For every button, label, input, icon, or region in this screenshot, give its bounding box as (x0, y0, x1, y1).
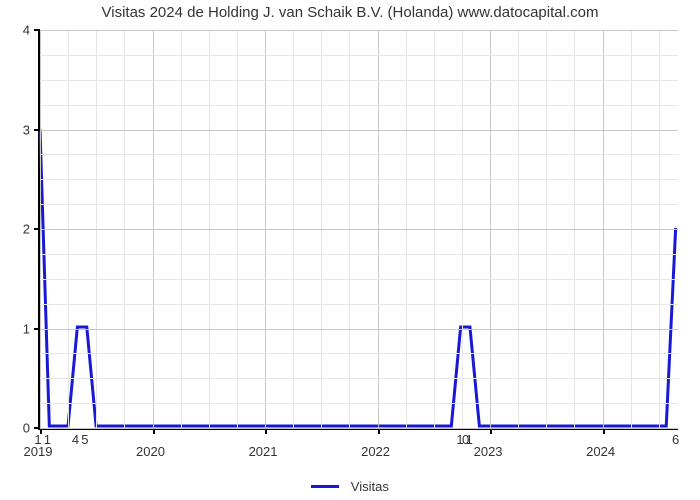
data-point-label: 1 (466, 432, 473, 447)
y-tick-mark (34, 29, 40, 31)
data-point-label: 6 (672, 432, 679, 447)
x-tick-label: 2020 (136, 444, 165, 459)
y-tick-label: 0 (0, 421, 30, 436)
gridline-h-minor (40, 279, 678, 280)
data-point-label: 1 (34, 432, 41, 447)
x-tick-label: 2023 (474, 444, 503, 459)
x-tick-label: 2024 (586, 444, 615, 459)
gridline-h-minor (40, 105, 678, 106)
y-tick-label: 2 (0, 222, 30, 237)
gridline-h-minor (40, 378, 678, 379)
x-tick-label: 2022 (361, 444, 390, 459)
gridline-h-minor (40, 403, 678, 404)
x-tick-label: 2021 (249, 444, 278, 459)
gridline-h-major (40, 30, 678, 31)
y-tick-mark (34, 328, 40, 330)
y-tick-label: 3 (0, 122, 30, 137)
data-point-label: 1 (44, 432, 51, 447)
data-point-label: 4 (72, 432, 79, 447)
data-point-label: 5 (81, 432, 88, 447)
chart-title: Visitas 2024 de Holding J. van Schaik B.… (0, 4, 700, 21)
legend: Visitas (0, 478, 700, 494)
gridline-h-minor (40, 204, 678, 205)
gridline-h-minor (40, 304, 678, 305)
y-tick-mark (34, 129, 40, 131)
legend-swatch (311, 485, 339, 488)
gridline-h-minor (40, 353, 678, 354)
y-tick-mark (34, 228, 40, 230)
gridline-h-major (40, 329, 678, 330)
y-tick-mark (34, 427, 40, 429)
gridline-h-minor (40, 254, 678, 255)
legend-label: Visitas (351, 479, 389, 494)
gridline-h-major (40, 428, 678, 429)
gridline-h-minor (40, 179, 678, 180)
series-polyline (40, 129, 676, 426)
gridline-h-minor (40, 80, 678, 81)
y-tick-label: 1 (0, 321, 30, 336)
gridline-h-major (40, 130, 678, 131)
y-tick-label: 4 (0, 23, 30, 38)
plot-area (38, 30, 678, 430)
gridline-h-major (40, 229, 678, 230)
gridline-h-minor (40, 154, 678, 155)
chart-container: Visitas 2024 de Holding J. van Schaik B.… (0, 0, 700, 500)
gridline-h-minor (40, 55, 678, 56)
